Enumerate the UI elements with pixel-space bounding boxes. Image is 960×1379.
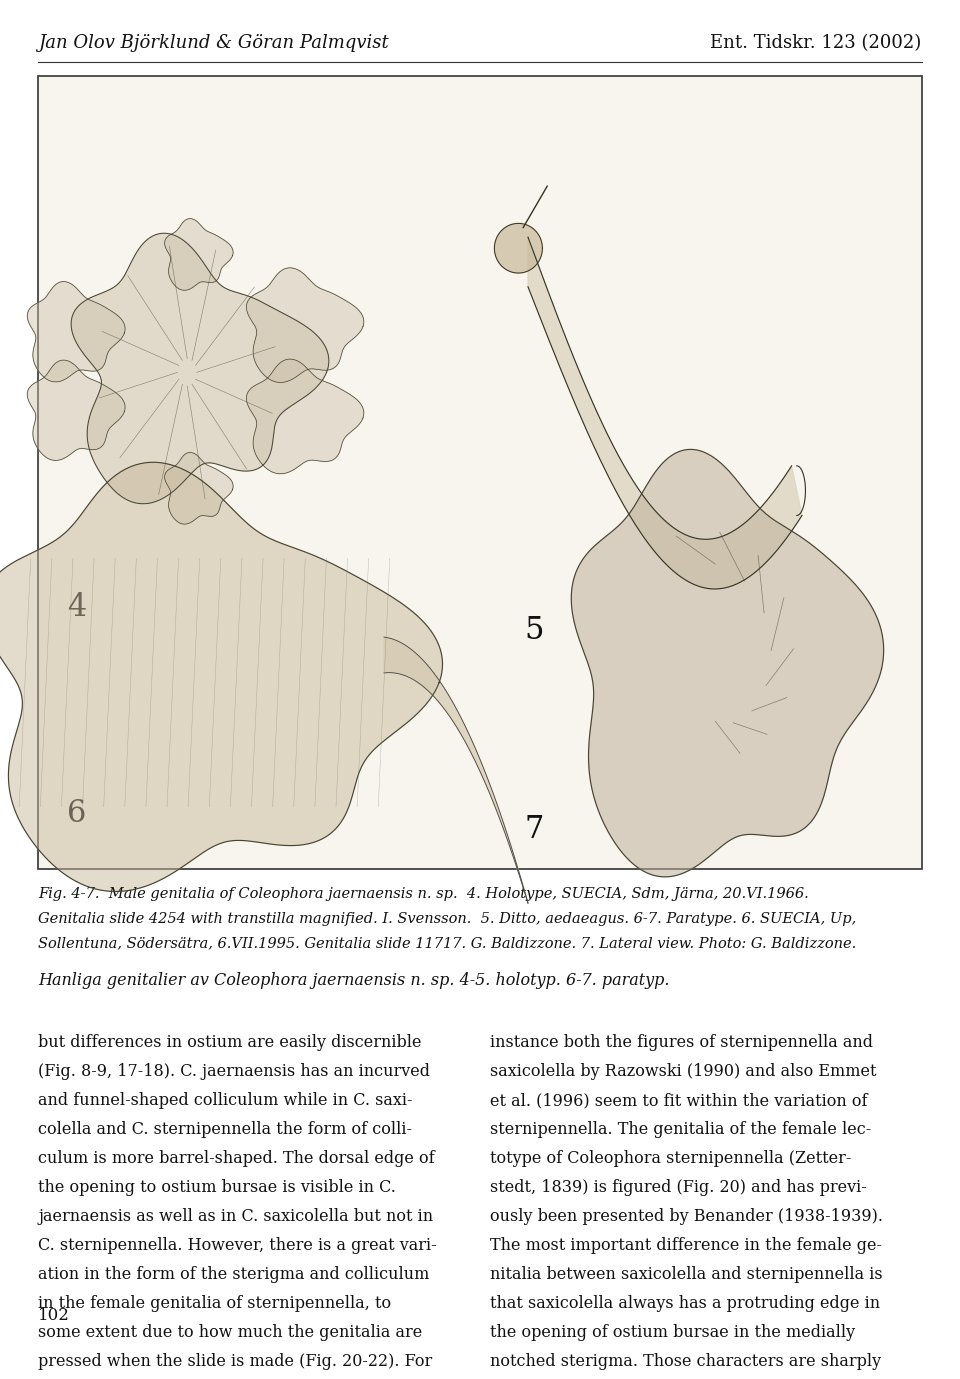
Text: totype of Coleophora sternipennella (Zetter-: totype of Coleophora sternipennella (Zet… [490,1150,851,1167]
Text: Jan Olov Björklund & Göran Palmqvist: Jan Olov Björklund & Göran Palmqvist [38,34,389,52]
Text: 7: 7 [524,814,543,844]
Text: Ent. Tidskr. 123 (2002): Ent. Tidskr. 123 (2002) [710,34,922,52]
Text: ation in the form of the sterigma and colliculum: ation in the form of the sterigma and co… [38,1266,430,1282]
Polygon shape [164,452,233,524]
Text: 102: 102 [38,1307,70,1324]
Text: instance both the figures of sternipennella and: instance both the figures of sternipenne… [490,1034,873,1051]
Polygon shape [494,223,542,273]
Polygon shape [27,281,125,382]
Text: and funnel-shaped colliculum while in C. saxi-: and funnel-shaped colliculum while in C.… [38,1092,413,1109]
Text: the opening to ostium bursae is visible in C.: the opening to ostium bursae is visible … [38,1179,396,1196]
Polygon shape [384,637,528,903]
Text: sternipennella. The genitalia of the female lec-: sternipennella. The genitalia of the fem… [490,1121,871,1138]
Text: that saxicolella always has a protruding edge in: that saxicolella always has a protruding… [490,1295,879,1311]
Text: culum is more barrel-shaped. The dorsal edge of: culum is more barrel-shaped. The dorsal … [38,1150,435,1167]
Text: (Fig. 8-9, 17-18). C. jaernaensis has an incurved: (Fig. 8-9, 17-18). C. jaernaensis has an… [38,1063,430,1080]
Text: 6: 6 [67,798,86,829]
Polygon shape [247,359,364,474]
Text: but differences in ostium are easily discernible: but differences in ostium are easily dis… [38,1034,421,1051]
Text: the opening of ostium bursae in the medially: the opening of ostium bursae in the medi… [490,1324,854,1340]
Text: Sollentuna, Södersätra, 6.VII.1995. Genitalia slide 11717. G. Baldizzone. 7. Lat: Sollentuna, Södersätra, 6.VII.1995. Geni… [38,936,856,950]
Text: pressed when the slide is made (Fig. 20-22). For: pressed when the slide is made (Fig. 20-… [38,1353,433,1369]
Polygon shape [71,233,329,503]
Text: 4: 4 [67,592,86,622]
Text: ously been presented by Benander (1938-1939).: ously been presented by Benander (1938-1… [490,1208,882,1225]
Text: Hanliga genitalier av Coleophora jaernaensis n. sp. 4-5. holotyp. 6-7. paratyp.: Hanliga genitalier av Coleophora jaernae… [38,972,670,989]
Text: colella and C. sternipennella the form of colli-: colella and C. sternipennella the form o… [38,1121,413,1138]
Polygon shape [528,237,802,589]
Polygon shape [571,450,883,877]
Text: Genitalia slide 4254 with transtilla magnified. I. Svensson.  5. Ditto, aedaeagu: Genitalia slide 4254 with transtilla mag… [38,912,856,925]
Text: in the female genitalia of sternipennella, to: in the female genitalia of sternipennell… [38,1295,392,1311]
Polygon shape [27,360,125,461]
Text: et al. (1996) seem to fit within the variation of: et al. (1996) seem to fit within the var… [490,1092,867,1109]
Text: Fig. 4-7.  Male genitalia of Coleophora jaernaensis n. sp.  4. Holotype, SUECIA,: Fig. 4-7. Male genitalia of Coleophora j… [38,887,809,900]
Text: The most important difference in the female ge-: The most important difference in the fem… [490,1237,881,1254]
Text: some extent due to how much the genitalia are: some extent due to how much the genitali… [38,1324,422,1340]
Text: saxicolella by Razowski (1990) and also Emmet: saxicolella by Razowski (1990) and also … [490,1063,876,1080]
Polygon shape [164,219,233,291]
Text: notched sterigma. Those characters are sharply: notched sterigma. Those characters are s… [490,1353,880,1369]
Text: C. sternipennella. However, there is a great vari-: C. sternipennella. However, there is a g… [38,1237,437,1254]
Text: nitalia between saxicolella and sternipennella is: nitalia between saxicolella and sternipe… [490,1266,882,1282]
Bar [38,76,922,869]
Text: jaernaensis as well as in C. saxicolella but not in: jaernaensis as well as in C. saxicolella… [38,1208,434,1225]
Polygon shape [247,268,364,382]
Text: 5: 5 [524,615,543,647]
Text: stedt, 1839) is figured (Fig. 20) and has previ-: stedt, 1839) is figured (Fig. 20) and ha… [490,1179,866,1196]
Polygon shape [0,462,443,891]
